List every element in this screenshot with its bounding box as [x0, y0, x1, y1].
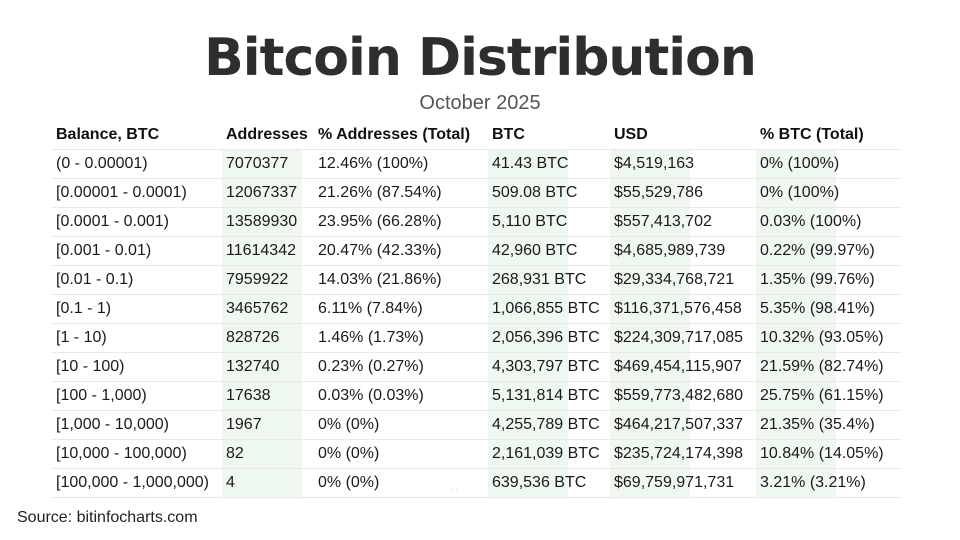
page-title: Bitcoin Distribution	[204, 28, 757, 88]
cell-balance: [100,000 - 1,000,000)	[52, 468, 222, 498]
table-row: [0.00001 - 0.0001) 12067337 21.26% (87.54%…	[52, 178, 902, 208]
cell-addresses: 828726	[222, 323, 314, 353]
cell-pct-btc: 0.22% (99.97%)	[756, 236, 902, 266]
cell-usd: $55,529,786	[610, 178, 756, 208]
table-row: [0.0001 - 0.001) 13589930 23.95% (66.28%) 5…	[52, 207, 902, 237]
cell-btc: 1,066,855 BTC	[488, 294, 610, 324]
header-addresses: Addresses	[222, 121, 314, 150]
cell-btc: 2,056,396 BTC	[488, 323, 610, 353]
cell-usd: $224,309,717,085	[610, 323, 756, 353]
table-row: [10 - 100) 132740 0.23% (0.27%) 4,303,797 B…	[52, 352, 902, 382]
cell-addresses: 82	[222, 439, 314, 469]
table-row: [0.01 - 0.1) 7959922 14.03% (21.86%) 268,93…	[52, 265, 902, 295]
cell-addresses: 4	[222, 468, 314, 498]
cell-usd: $557,413,702	[610, 207, 756, 237]
source-note: Source: bitinfocharts.com	[17, 509, 198, 526]
cell-balance: [0.1 - 1)	[52, 294, 222, 324]
cell-pct-btc: 10.84% (14.05%)	[756, 439, 902, 469]
table-row: [10,000 - 100,000) 82 0% (0%) 2,161,039 BTC…	[52, 439, 902, 469]
cell-pct-addresses: 20.47% (42.33%)	[314, 236, 488, 266]
cell-pct-addresses: 23.95% (66.28%)	[314, 207, 488, 237]
cell-pct-addresses: 0% (0%)	[314, 468, 488, 498]
cell-addresses: 132740	[222, 352, 314, 382]
cell-pct-btc: 1.35% (99.76%)	[756, 265, 902, 295]
table-row: [100 - 1,000) 17638 0.03% (0.03%) 5,131,814…	[52, 381, 902, 411]
faint-mark: · ·	[450, 484, 459, 494]
header-balance: Balance, BTC	[52, 121, 222, 150]
cell-usd: $559,773,482,680	[610, 381, 756, 411]
header-pct-btc: % BTC (Total)	[756, 121, 902, 150]
cell-balance: (0 - 0.00001)	[52, 149, 222, 179]
cell-balance: [10,000 - 100,000)	[52, 439, 222, 469]
cell-pct-btc: 21.59% (82.74%)	[756, 352, 902, 382]
cell-addresses: 7959922	[222, 265, 314, 295]
cell-pct-btc: 0% (100%)	[756, 149, 902, 179]
cell-pct-btc: 10.32% (93.05%)	[756, 323, 902, 353]
cell-usd: $29,334,768,721	[610, 265, 756, 295]
distribution-table: Balance, BTC Addresses % Addresses (Tota…	[52, 121, 902, 498]
cell-pct-addresses: 14.03% (21.86%)	[314, 265, 488, 295]
cell-btc: 509.08 BTC	[488, 178, 610, 208]
cell-pct-btc: 0.03% (100%)	[756, 207, 902, 237]
cell-pct-addresses: 0% (0%)	[314, 410, 488, 440]
table-row: [1,000 - 10,000) 1967 0% (0%) 4,255,789 BTC…	[52, 410, 902, 440]
header-usd: USD	[610, 121, 756, 150]
cell-pct-btc: 5.35% (98.41%)	[756, 294, 902, 324]
table-row: (0 - 0.00001) 7070377 12.46% (100%) 41.43 B…	[52, 149, 902, 179]
header-pct-addresses: % Addresses (Total)	[314, 121, 488, 150]
cell-addresses: 17638	[222, 381, 314, 411]
header-btc: BTC	[488, 121, 610, 150]
table-row: [0.1 - 1) 3465762 6.11% (7.84%) 1,066,855 B…	[52, 294, 902, 324]
cell-pct-addresses: 0.03% (0.03%)	[314, 381, 488, 411]
page-subtitle: October 2025	[419, 92, 541, 114]
cell-btc: 5,110 BTC	[488, 207, 610, 237]
cell-pct-addresses: 0.23% (0.27%)	[314, 352, 488, 382]
cell-addresses: 7070377	[222, 149, 314, 179]
cell-addresses: 11614342	[222, 236, 314, 266]
cell-usd: $116,371,576,458	[610, 294, 756, 324]
header-row: Balance, BTC Addresses % Addresses (Tota…	[52, 121, 902, 150]
cell-usd: $69,759,971,731	[610, 468, 756, 498]
cell-addresses: 3465762	[222, 294, 314, 324]
cell-pct-addresses: 21.26% (87.54%)	[314, 178, 488, 208]
cell-balance: [0.001 - 0.01)	[52, 236, 222, 266]
table-body: (0 - 0.00001) 7070377 12.46% (100%) 41.43 B…	[52, 149, 902, 498]
cell-usd: $4,685,989,739	[610, 236, 756, 266]
cell-usd: $4,519,163	[610, 149, 756, 179]
cell-balance: [1 - 10)	[52, 323, 222, 353]
cell-addresses: 1967	[222, 410, 314, 440]
cell-btc: 41.43 BTC	[488, 149, 610, 179]
cell-btc: 268,931 BTC	[488, 265, 610, 295]
cell-balance: [1,000 - 10,000)	[52, 410, 222, 440]
cell-btc: 4,303,797 BTC	[488, 352, 610, 382]
cell-pct-addresses: 6.11% (7.84%)	[314, 294, 488, 324]
cell-balance: [0.01 - 0.1)	[52, 265, 222, 295]
table-row: [0.001 - 0.01) 11614342 20.47% (42.33%) 42,…	[52, 236, 902, 266]
cell-usd: $469,454,115,907	[610, 352, 756, 382]
cell-balance: [100 - 1,000)	[52, 381, 222, 411]
cell-pct-btc: 21.35% (35.4%)	[756, 410, 902, 440]
cell-btc: 5,131,814 BTC	[488, 381, 610, 411]
cell-btc: 4,255,789 BTC	[488, 410, 610, 440]
cell-btc: 42,960 BTC	[488, 236, 610, 266]
cell-usd: $464,217,507,337	[610, 410, 756, 440]
table-row: [1 - 10) 828726 1.46% (1.73%) 2,056,396 BTC…	[52, 323, 902, 353]
cell-balance: [10 - 100)	[52, 352, 222, 382]
cell-pct-btc: 25.75% (61.15%)	[756, 381, 902, 411]
cell-balance: [0.00001 - 0.0001)	[52, 178, 222, 208]
cell-pct-btc: 0% (100%)	[756, 178, 902, 208]
cell-usd: $235,724,174,398	[610, 439, 756, 469]
cell-addresses: 13589930	[222, 207, 314, 237]
cell-btc: 639,536 BTC	[488, 468, 610, 498]
cell-pct-addresses: 0% (0%)	[314, 439, 488, 469]
cell-addresses: 12067337	[222, 178, 314, 208]
cell-pct-addresses: 12.46% (100%)	[314, 149, 488, 179]
table-row: [100,000 - 1,000,000) 4 0% (0%) 639,536 BTC…	[52, 468, 902, 498]
cell-pct-addresses: 1.46% (1.73%)	[314, 323, 488, 353]
cell-pct-btc: 3.21% (3.21%)	[756, 468, 902, 498]
table-header: Balance, BTC Addresses % Addresses (Tota…	[52, 121, 902, 150]
cell-btc: 2,161,039 BTC	[488, 439, 610, 469]
cell-balance: [0.0001 - 0.001)	[52, 207, 222, 237]
